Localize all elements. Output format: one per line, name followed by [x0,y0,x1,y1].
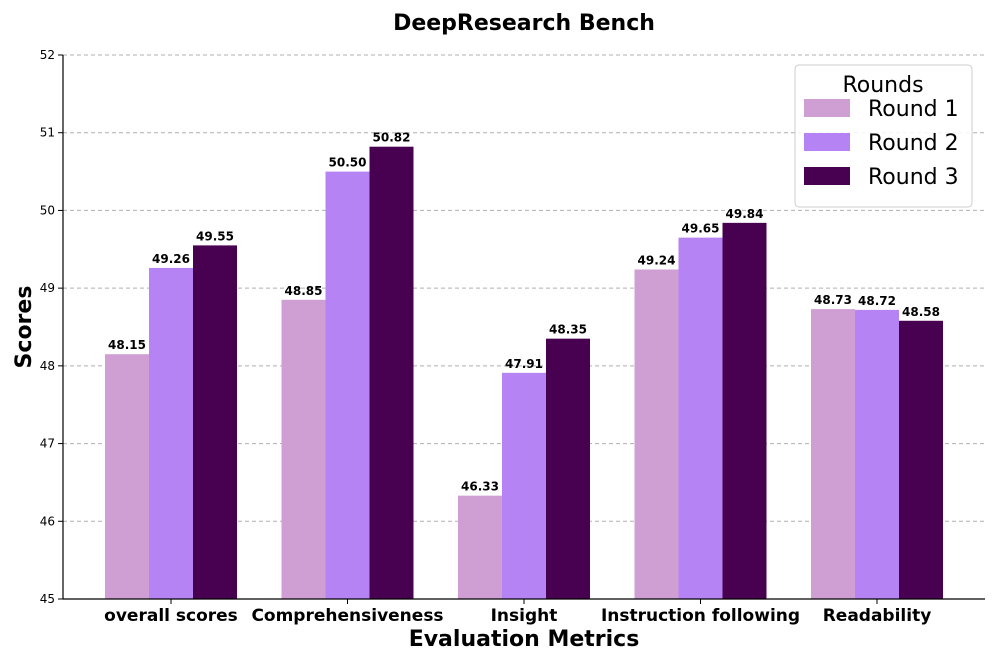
value-label: 48.72 [858,294,896,308]
x-tick-label: overall scores [104,606,238,626]
y-axis-ticks: 45 46 47 48 49 50 51 52 [40,48,63,606]
value-label: 48.73 [814,293,852,307]
value-label: 48.85 [285,284,323,298]
y-tick-label: 46 [40,514,55,528]
chart-title: DeepResearch Bench [393,11,655,36]
bar [855,309,899,599]
y-tick-label: 49 [40,281,55,295]
x-axis-ticks: overall scores Comprehensiveness Insight In… [104,599,931,626]
bars [105,146,943,600]
value-label: 49.84 [726,207,764,221]
bar [105,354,149,599]
value-label: 49.65 [682,222,720,236]
value-label: 49.26 [152,252,190,266]
legend-swatch [804,167,850,185]
legend-swatch [804,133,850,151]
x-tick-label: Readability [823,606,932,626]
value-label: 47.91 [505,357,543,371]
bar [369,146,414,599]
bar [811,309,855,599]
value-label: 48.35 [549,323,587,337]
legend-entry: Round 3 [868,165,959,190]
y-tick-label: 45 [40,592,55,606]
x-axis-label: Evaluation Metrics [409,627,640,652]
value-label: 49.24 [638,253,676,267]
bar [722,222,767,599]
legend-entry: Round 2 [868,131,959,156]
bar [678,237,723,599]
x-tick-label: Comprehensiveness [251,606,443,626]
bar [634,269,679,599]
value-label: 49.55 [196,229,234,243]
bar [281,299,326,599]
value-label: 50.50 [329,156,367,170]
value-label: 50.82 [373,131,411,145]
bar [458,495,502,599]
bar [325,171,370,600]
y-tick-label: 50 [40,203,55,217]
bar [546,338,590,599]
y-tick-label: 52 [40,48,55,62]
value-label: 48.58 [902,305,940,319]
bar [193,245,237,599]
y-tick-label: 51 [40,126,55,140]
bar [149,267,193,599]
x-tick-label: Insight [491,606,558,626]
x-tick-label: Instruction following [601,606,800,626]
value-labels: 48.15 49.26 49.55 48.85 50.50 50.82 46.33 47.91… [108,131,940,494]
bar [502,372,546,599]
legend: Rounds Round 1 Round 2 Round 3 [794,64,973,208]
legend-title: Rounds [842,73,923,98]
bar [899,320,943,599]
y-axis-label: Scores [12,286,37,369]
value-label: 48.15 [108,338,146,352]
legend-entry: Round 1 [868,97,959,122]
legend-swatch [804,99,850,117]
value-label: 46.33 [461,480,499,494]
y-tick-label: 47 [40,437,55,451]
y-tick-label: 48 [40,359,55,373]
